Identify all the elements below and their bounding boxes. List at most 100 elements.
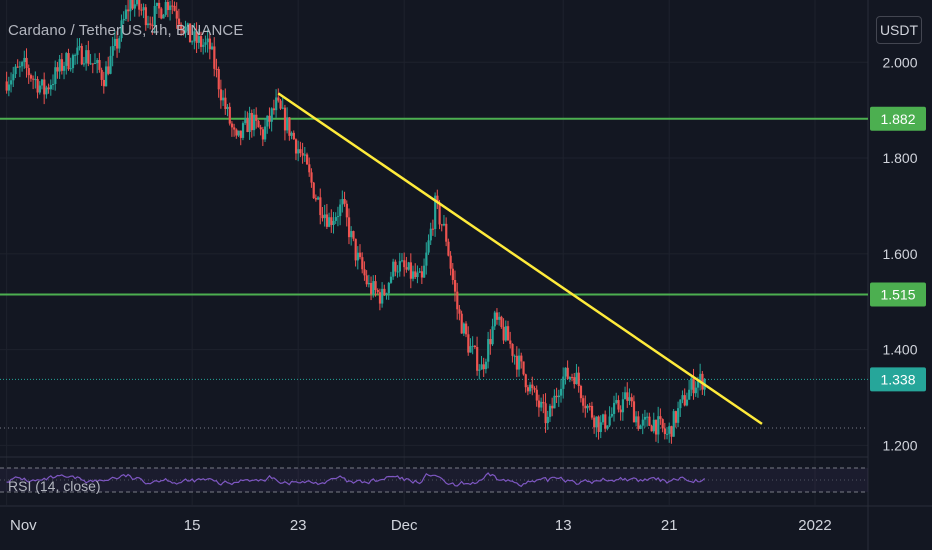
time-tick-label: Nov — [10, 517, 37, 534]
candle-body — [460, 313, 463, 334]
candle-body — [666, 433, 669, 435]
candle-body — [453, 280, 457, 292]
candle-body — [491, 326, 494, 345]
candle-body — [372, 281, 375, 295]
candle-body — [140, 9, 143, 11]
candle-body — [275, 97, 278, 111]
candle-body — [646, 416, 649, 418]
candle-body — [582, 398, 585, 406]
candle-body — [394, 261, 397, 272]
candle-body — [639, 425, 642, 429]
candle-body — [74, 54, 77, 56]
candle-body — [268, 115, 271, 122]
candle-body — [440, 224, 443, 226]
candle-body — [641, 419, 644, 426]
candle-body — [257, 120, 260, 128]
candle-body — [674, 411, 678, 423]
candle-body — [21, 62, 24, 67]
candle-body — [447, 241, 450, 256]
candle-body — [434, 195, 437, 230]
candle-body — [283, 107, 287, 131]
currency-badge[interactable]: USDT — [876, 16, 922, 44]
candle-body — [683, 395, 686, 406]
candle-body — [107, 66, 110, 74]
candle-body — [575, 372, 578, 385]
candle-body — [122, 18, 125, 21]
candle-body — [593, 417, 596, 428]
candle-body — [332, 220, 335, 225]
rsi-line — [6, 472, 706, 488]
candle-body — [341, 199, 344, 205]
candle-body — [286, 117, 289, 131]
candle-body — [555, 395, 558, 398]
candle-body — [416, 272, 419, 278]
candle-body — [188, 23, 192, 43]
candle-body — [65, 53, 68, 66]
price-axis: 1.882 1.515 1.338 2.000 1.800 1.600 1.400 1.200 — [870, 54, 926, 453]
candle-body — [277, 97, 280, 101]
candle-body — [184, 26, 187, 33]
candle-body — [319, 197, 322, 216]
candle-body — [204, 42, 207, 45]
candle-body — [166, 1, 170, 11]
candle-body — [493, 312, 496, 327]
candle-body — [648, 416, 651, 426]
candle-body — [613, 402, 616, 414]
candle-body — [306, 154, 309, 165]
candle-body — [297, 149, 300, 154]
candle-body — [471, 345, 474, 347]
candle-body — [102, 79, 106, 87]
candle-body — [49, 85, 52, 90]
candle-body — [557, 395, 560, 398]
candle-body — [425, 252, 428, 266]
candle-body — [685, 399, 689, 406]
candle-body — [564, 367, 567, 377]
candle-body — [100, 69, 103, 80]
candle-body — [58, 59, 61, 72]
candle-body — [7, 84, 11, 91]
candle-body — [418, 271, 421, 273]
candle-body — [222, 97, 225, 101]
candle-body — [515, 355, 519, 370]
candle-body — [427, 240, 430, 253]
candle-body — [237, 130, 240, 136]
candle-body — [317, 197, 320, 200]
candle-body — [47, 87, 50, 90]
candle-body — [385, 293, 388, 295]
candle-body — [173, 5, 176, 11]
candle-body — [244, 118, 247, 124]
candle-body — [451, 268, 454, 281]
candle-body — [409, 262, 413, 279]
rsi-indicator-label[interactable]: RSI (14, close) — [8, 478, 101, 494]
candle-body — [681, 395, 684, 400]
candle-body — [288, 117, 291, 136]
candle-body — [511, 343, 514, 356]
candle-body — [162, 14, 165, 19]
candle-body — [482, 364, 485, 370]
candle-body — [420, 271, 424, 278]
candle-body — [78, 46, 81, 48]
candle-body — [169, 5, 172, 11]
candle-body — [654, 419, 658, 435]
candle-body — [32, 78, 35, 80]
candle-body — [522, 361, 525, 375]
candle-body — [650, 425, 653, 432]
trendline-layer — [277, 92, 763, 425]
candle-body — [624, 392, 627, 400]
candle-body — [400, 260, 404, 262]
candle-body — [5, 81, 8, 91]
candle-body — [153, 5, 156, 27]
horizontal-levels — [0, 117, 868, 380]
candle-body — [127, 9, 130, 12]
symbol-title[interactable]: Cardano / TetherUS, 4h, BINANCE — [8, 22, 244, 39]
candle-body — [314, 198, 318, 200]
candle-body — [571, 377, 574, 379]
candle-body — [259, 127, 262, 130]
candle-body — [250, 113, 253, 131]
candle-body — [230, 123, 234, 128]
candle-body — [688, 389, 691, 400]
candle-body — [621, 399, 625, 413]
candle-body — [540, 401, 543, 408]
candle-body — [652, 419, 655, 432]
